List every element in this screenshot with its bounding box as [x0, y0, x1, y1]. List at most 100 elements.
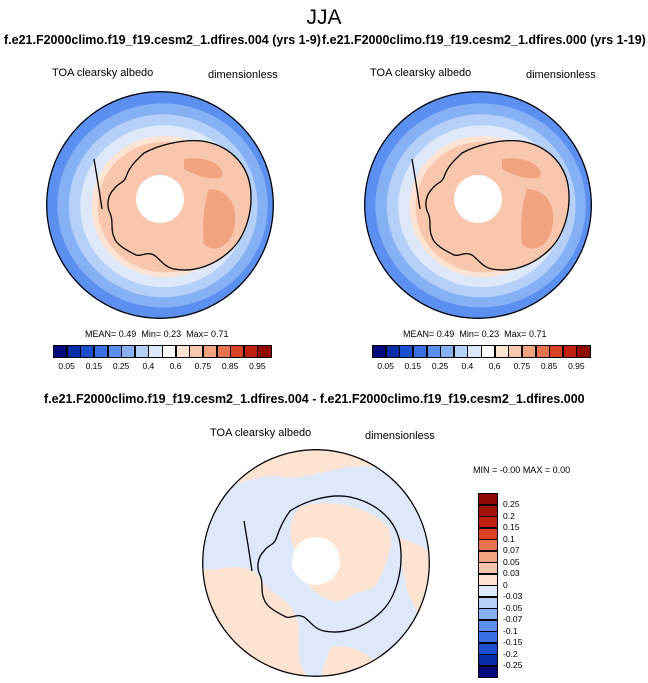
- panel2-map: [364, 91, 592, 319]
- colorbar-swatch: [549, 345, 564, 358]
- colorbar-swatch: [230, 345, 245, 358]
- panel2-colorbar-ticks: 0.05 0.15 0.25 0.4 0.6 0.75 0.85 0.95: [372, 361, 590, 373]
- colorbar-swatch: [121, 345, 136, 358]
- diff-case-title: f.e21.F2000climo.f19_f19.cesm2_1.dfires.…: [44, 392, 585, 406]
- panel1-units-label: dimensionless: [208, 69, 278, 81]
- diff-colorbar-tick-label: 0.15: [503, 522, 520, 532]
- panel1-stats: MEAN= 0.49 Min= 0.23 Max= 0.71: [85, 329, 229, 339]
- diff-colorbar-swatch: [478, 573, 498, 586]
- colorbar-swatch: [202, 345, 217, 358]
- colorbar-swatch: [440, 345, 455, 358]
- diff-units-label: dimensionless: [365, 430, 435, 442]
- colorbar-tick-label: 0.95: [568, 361, 585, 371]
- diff-colorbar-tick-label: 0.03: [503, 568, 520, 578]
- diff-colorbar-tick-label: 0.07: [503, 545, 520, 555]
- diff-colorbar-swatch: [478, 493, 498, 505]
- colorbar-swatch: [80, 345, 95, 358]
- colorbar-swatch: [372, 345, 387, 358]
- colorbar-swatch: [412, 345, 427, 358]
- diff-colorbar-swatch: [478, 504, 498, 517]
- colorbar-swatch: [576, 345, 591, 358]
- colorbar-tick-label: 0.75: [194, 361, 212, 371]
- diff-colorbar-tick-label: 0.25: [503, 499, 520, 509]
- colorbar-swatch: [93, 345, 108, 358]
- panel1-colorbar-ticks: 0.05 0.15 0.25 0.4 0.6 0.75 0.85 0.95: [53, 361, 271, 373]
- panel2-interior-high-b: [521, 189, 554, 249]
- panel1-coastline: [93, 139, 252, 271]
- diff-colorbar-tick-label: 0: [503, 579, 508, 590]
- diff-coastline: [243, 495, 402, 633]
- colorbar-swatch: [467, 345, 482, 358]
- colorbar-tick-label: 0.25: [112, 361, 130, 371]
- diff-colorbar-swatch: [478, 619, 498, 632]
- colorbar-tick-label: 0.15: [404, 361, 422, 371]
- diff-stats: MIN = -0.00 MAX = 0.00: [473, 465, 571, 475]
- colorbar-tick-label: 0.25: [431, 361, 449, 371]
- diff-colorbar-tick-label: -0.1: [503, 625, 518, 636]
- colorbar-tick-label: 0.6: [169, 361, 182, 371]
- diff-variable-label: TOA clearsky albedo: [210, 427, 312, 439]
- colorbar-swatch: [257, 345, 272, 358]
- diff-colorbar-swatch: [478, 516, 498, 528]
- diff-colorbar-tick-label: -0.2: [503, 648, 518, 659]
- diff-colorbar-swatch: [478, 642, 498, 655]
- diff-colorbar-tick-label: 0.1: [503, 533, 515, 544]
- colorbar-tick-label: 0.6: [488, 361, 501, 371]
- panel2-variable-label: TOA clearsky albedo: [370, 67, 472, 79]
- colorbar-tick-label: 0.4: [461, 361, 474, 371]
- colorbar-swatch: [521, 345, 536, 358]
- colorbar-swatch: [494, 345, 509, 358]
- figure-title: JJA: [306, 6, 342, 29]
- panel2-case-title: f.e21.F2000climo.f19_f19.cesm2_1.dfires.…: [322, 33, 646, 47]
- colorbar-swatch: [453, 345, 468, 358]
- panel1-contour-fill: [46, 91, 274, 319]
- colorbar-swatch: [508, 345, 523, 358]
- colorbar-swatch: [399, 345, 414, 358]
- colorbar-tick-label: 0.05: [58, 361, 75, 371]
- colorbar-tick-label: 0.4: [142, 361, 155, 371]
- colorbar-swatch: [189, 345, 204, 358]
- diff-pole-hole: [292, 537, 340, 585]
- colorbar-tick-label: 0.75: [513, 361, 531, 371]
- diff-colorbar-swatch: [478, 539, 498, 551]
- colorbar-tick-label: 0.15: [85, 361, 103, 371]
- diff-colorbar-tick-label: -0.03: [503, 591, 523, 601]
- panel2-units-label: dimensionless: [526, 69, 596, 81]
- diff-colorbar-tick-label: -0.25: [503, 660, 523, 670]
- panel1-colorbar: [53, 345, 272, 358]
- diff-colorbar-tick-label: -0.15: [503, 637, 523, 647]
- panel1-interior-high-b: [203, 189, 236, 249]
- colorbar-swatch: [134, 345, 149, 358]
- diff-colorbar-swatch: [478, 562, 498, 574]
- colorbar-swatch: [216, 345, 231, 358]
- diff-colorbar-swatch: [478, 596, 498, 609]
- panel2-coastline: [411, 139, 570, 271]
- colorbar-swatch: [243, 345, 258, 358]
- diff-colorbar-tick-label: 0.2: [503, 510, 515, 521]
- panel2-colorbar: [372, 345, 591, 358]
- panel1-variable-label: TOA clearsky albedo: [52, 67, 154, 79]
- diff-colorbar-tick-label: -0.07: [503, 614, 523, 624]
- diff-colorbar-swatch: [478, 631, 498, 643]
- colorbar-tick-label: 0.85: [221, 361, 239, 371]
- colorbar-swatch: [481, 345, 496, 358]
- colorbar-swatch: [107, 345, 122, 358]
- colorbar-swatch: [385, 345, 400, 358]
- panel1-map: [46, 91, 274, 319]
- panel2-stats: MEAN= 0.49 Min= 0.23 Max= 0.71: [403, 329, 547, 339]
- diff-colorbar-swatch: [478, 665, 498, 678]
- colorbar-tick-label: 0.05: [377, 361, 394, 371]
- colorbar-swatch: [535, 345, 550, 358]
- colorbar-tick-label: 0.95: [249, 361, 266, 371]
- diff-colorbar-swatch: [478, 608, 498, 620]
- colorbar-swatch: [66, 345, 81, 358]
- diff-colorbar: [478, 493, 498, 678]
- panel2-pole-hole: [454, 175, 502, 223]
- diff-colorbar-swatch: [478, 527, 498, 540]
- colorbar-swatch: [53, 345, 68, 358]
- colorbar-swatch: [426, 345, 441, 358]
- colorbar-swatch: [562, 345, 577, 358]
- panel2-interior-high-a: [502, 158, 541, 179]
- panel2-contour-fill: [364, 91, 592, 319]
- colorbar-tick-label: 0.85: [540, 361, 558, 371]
